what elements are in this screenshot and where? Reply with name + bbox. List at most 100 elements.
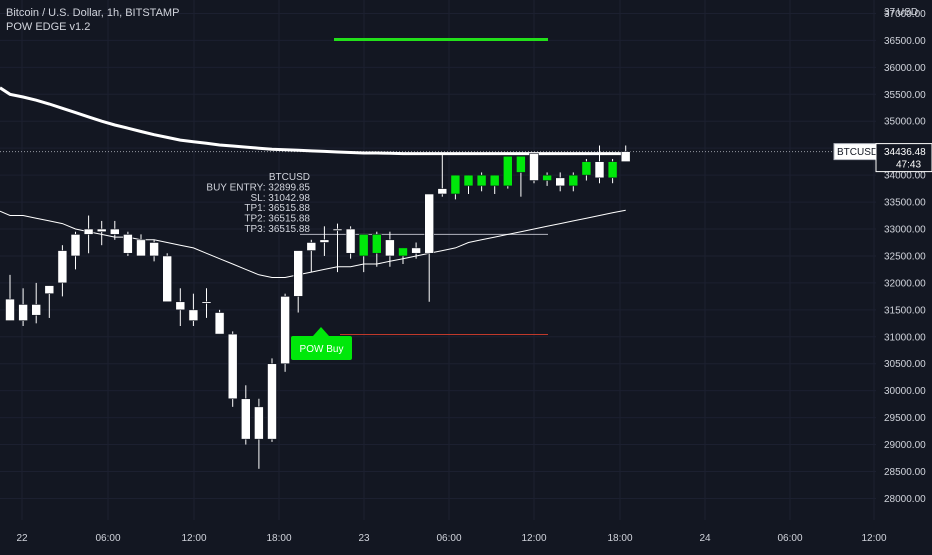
candle (476, 172, 487, 192)
candle (136, 234, 146, 257)
price-axis-bg (876, 0, 932, 550)
candle (175, 288, 186, 327)
candle (149, 239, 159, 262)
buy-label-text: POW Buy (300, 344, 344, 355)
candle-body (555, 177, 566, 187)
moving-average-long (0, 86, 626, 156)
candle-body (607, 161, 618, 179)
candle-body (214, 312, 225, 335)
candle-body (463, 174, 474, 187)
candle (620, 145, 631, 162)
candle-body (398, 247, 408, 257)
candle-body (306, 242, 317, 251)
candle-body (83, 228, 94, 235)
candle-body (568, 174, 579, 187)
candle-body (371, 234, 382, 254)
candle-body (385, 239, 395, 257)
candle (371, 231, 382, 267)
price-tag-bg (875, 143, 932, 173)
candle-body (18, 304, 28, 321)
candle-body (620, 151, 631, 162)
signal-line: SL: 31042.98 (251, 193, 311, 204)
time-axis[interactable]: 22 06:00 12:00 18:00 23 06:00 12:00 18:00 24 06:0… (0, 520, 932, 550)
pow-buy-marker[interactable]: POW Buy (291, 327, 352, 360)
candle (542, 172, 552, 186)
price-tick-label: 29000.00 (884, 440, 926, 451)
symbol-tag-text: BTCUSD (837, 147, 878, 158)
candle (607, 158, 618, 184)
candle (332, 223, 343, 273)
candle-body (345, 228, 356, 254)
candle (581, 158, 592, 181)
price-tick-label: 37 (884, 7, 896, 18)
candle-body (5, 298, 15, 321)
candle (306, 239, 317, 273)
candle (110, 220, 120, 240)
candle (214, 309, 225, 335)
candle-body (529, 153, 539, 181)
candle (18, 288, 28, 327)
candle (254, 398, 264, 469)
candle-body (450, 174, 461, 195)
price-tick-label: 31000.00 (884, 332, 926, 343)
candle-body (110, 228, 120, 235)
candle (411, 242, 421, 259)
candle (57, 245, 68, 297)
time-tick-label: 06:00 (436, 533, 461, 544)
candle-body (319, 239, 330, 243)
candle-body (411, 247, 421, 254)
candle-body (581, 161, 592, 176)
price-tick-label: 32000.00 (884, 278, 926, 289)
candle-body (280, 296, 290, 365)
candle-body (502, 155, 513, 187)
candle (437, 153, 448, 197)
buy-label-bg (291, 336, 352, 360)
candle-body (70, 234, 81, 257)
candle (502, 155, 513, 189)
candle (162, 253, 172, 303)
price-tick-label: 35000.00 (884, 117, 926, 128)
candle (568, 172, 579, 192)
price-tick-label: 36000.00 (884, 63, 926, 74)
candle (293, 250, 304, 313)
signal-line: BUY ENTRY: 32899.85 (206, 182, 310, 193)
candle-body (516, 155, 526, 173)
candle-body (227, 333, 238, 400)
indicator-title[interactable]: POW EDGE v1.2 (6, 21, 91, 33)
price-tick-label: 35500.00 (884, 90, 926, 101)
time-tick-label: 22 (16, 533, 28, 544)
price-tick-label: 28500.00 (884, 467, 926, 478)
signal-symbol: BTCUSD (269, 172, 310, 183)
time-tick-label: 23 (358, 533, 370, 544)
candle (280, 293, 290, 372)
price-tick-label: 36500.00 (884, 36, 926, 47)
currency-label[interactable]: USD (897, 7, 918, 18)
symbol-title[interactable]: Bitcoin / U.S. Dollar, 1h, BITSTAMP (6, 7, 180, 19)
candle-body (358, 234, 369, 257)
time-tick-label: 18:00 (266, 533, 291, 544)
price-tick-label: 28000.00 (884, 494, 926, 505)
signal-line: TP1: 36515.88 (244, 203, 310, 214)
time-tick-label: 06:00 (95, 533, 120, 544)
candle-body (241, 398, 251, 440)
price-tick-label: 30000.00 (884, 386, 926, 397)
candle-body (96, 228, 107, 233)
chart-legend: Bitcoin / U.S. Dollar, 1h, BITSTAMP POW … (6, 6, 179, 34)
candle-body (476, 174, 487, 187)
candle-body (332, 228, 343, 231)
price-tick-label: 31500.00 (884, 305, 926, 316)
candle (345, 226, 356, 259)
candle (398, 247, 408, 265)
price-axis[interactable]: 37000.00 36500.00 36000.00 35500.00 35000.00… (833, 0, 932, 550)
time-tick-label: 12:00 (861, 533, 886, 544)
candle-body (437, 188, 448, 195)
buy-arrow-icon (313, 327, 329, 336)
signal-line: TP2: 36515.88 (244, 214, 310, 225)
candle-body (542, 174, 552, 181)
price-tick-label: 32500.00 (884, 251, 926, 262)
candle-body (188, 309, 199, 321)
candle (201, 288, 212, 318)
signal-line: TP3: 36515.88 (244, 224, 310, 235)
